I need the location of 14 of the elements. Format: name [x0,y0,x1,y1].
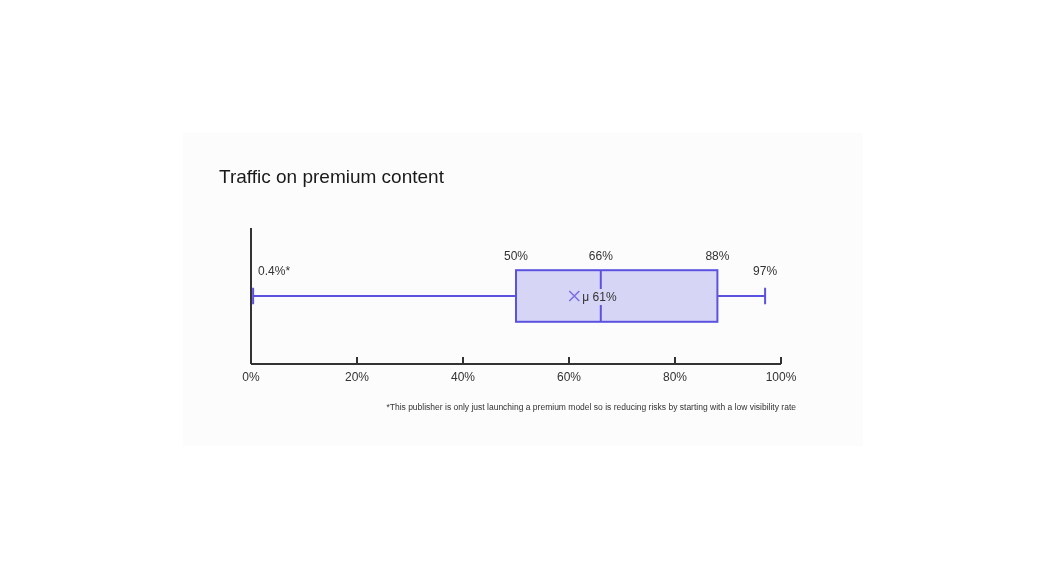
x-tick-label: 0% [242,370,260,384]
chart-title: Traffic on premium content [219,166,445,187]
annotation: 50% [503,249,529,264]
annotation: 0.4%* [258,264,291,278]
x-tick-label: 60% [556,370,582,384]
x-tick-label: 20% [344,370,370,384]
annotation: 88% [705,249,730,264]
annotation: 97% [753,264,778,278]
x-tick-label: 100% [765,370,797,384]
x-tick-label: 80% [662,370,688,384]
annotation: 66% [588,249,614,264]
x-tick-label: 40% [450,370,476,384]
text: *This publisher is only just launching a premium model so is reducing risks by starting with a low visibility rate [386,402,797,412]
annotation: μ 61% [582,290,617,304]
